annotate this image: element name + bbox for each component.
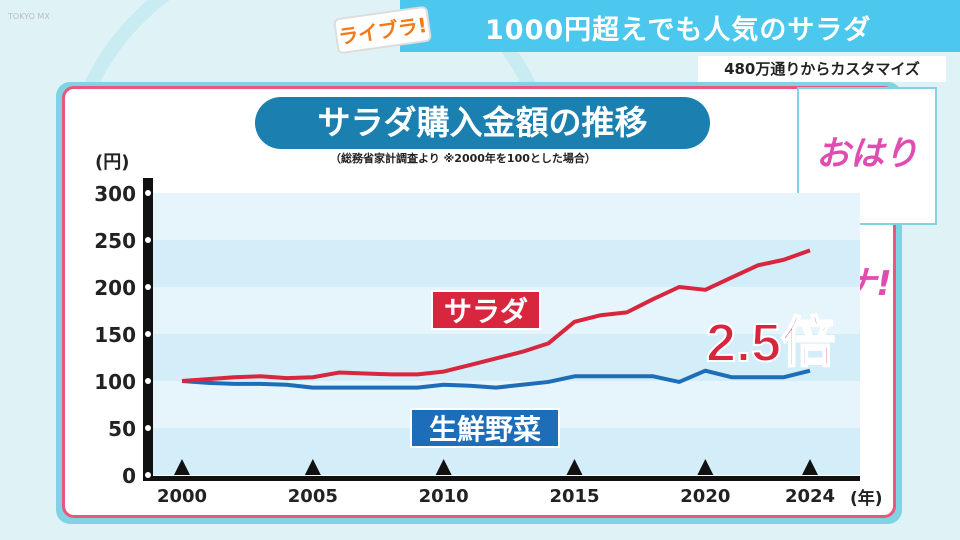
y-tick-label: 250	[94, 229, 136, 253]
x-tick	[566, 459, 583, 475]
y-tick	[145, 331, 151, 337]
series-label-vegetables: 生鮮野菜	[410, 408, 560, 448]
x-tick	[304, 459, 321, 475]
y-tick-label: 300	[94, 182, 136, 206]
x-tick-label: 2024	[785, 486, 835, 507]
x-tick	[174, 459, 190, 475]
channel-watermark: TOKYO MX	[8, 12, 50, 21]
y-tick-label: 200	[94, 276, 136, 300]
x-axis	[143, 476, 860, 481]
y-tick	[145, 237, 151, 243]
y-tick	[145, 284, 151, 290]
y-tick-label: 50	[108, 417, 136, 441]
show-logo: おはりナ!	[797, 87, 937, 304]
x-tick	[802, 459, 818, 475]
y-tick	[145, 472, 151, 478]
x-tick-label: 2000	[157, 486, 207, 507]
y-tick-label: 150	[94, 323, 136, 347]
x-tick	[697, 459, 714, 475]
grid-band	[153, 240, 860, 287]
headline-title: 1000円超えでも人気のサラダ	[485, 15, 872, 46]
x-axis-label: (年)	[850, 489, 883, 509]
y-tick	[145, 190, 151, 196]
y-tick	[145, 425, 151, 431]
series-line-salad	[181, 248, 811, 383]
grid-band	[153, 193, 860, 240]
x-tick-label: 2020	[680, 486, 730, 507]
y-axis-label: (円)	[95, 152, 130, 173]
series-label-salad: サラダ	[431, 290, 541, 330]
x-tick-label: 2015	[549, 486, 599, 507]
headline-subtitle: 480万通りからカスタマイズ	[698, 56, 946, 82]
chart-title: サラダ購入金額の推移	[255, 97, 710, 149]
chart-note: （総務省家計調査より ※2000年を100とした場合）	[330, 152, 596, 165]
y-tick	[145, 378, 151, 384]
y-tick-label: 0	[122, 464, 136, 488]
y-tick-label: 100	[94, 370, 136, 394]
headline-banner	[400, 0, 960, 52]
x-tick-label: 2005	[288, 486, 338, 507]
growth-annotation: 2.5倍	[705, 312, 836, 374]
x-tick-label: 2010	[419, 486, 469, 507]
y-axis	[143, 178, 153, 478]
x-tick	[435, 459, 452, 475]
series-line-vegetables	[181, 368, 811, 390]
